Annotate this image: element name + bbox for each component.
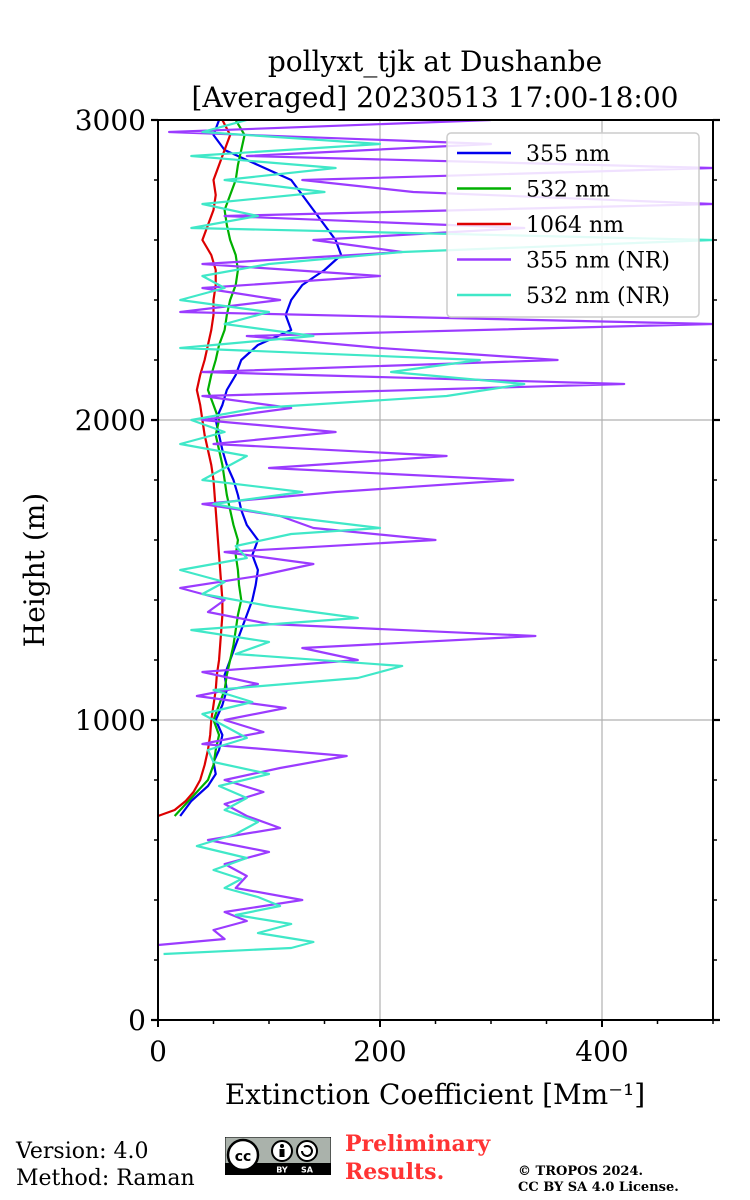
- y-tick-label: 1000: [75, 704, 146, 737]
- extinction-chart: pollyxt_tjk at Dushanbe [Averaged] 20230…: [18, 45, 720, 1111]
- legend: 355 nm 532 nm 1064 nm 355 nm (NR) 532 nm (NR…: [446, 132, 700, 318]
- cc-license-badge: cc BY SA: [225, 1137, 331, 1175]
- copyright-note: © TROPOS 2024. CC BY SA 4.0 License.: [518, 1164, 679, 1196]
- preliminary-line2: Results.: [345, 1159, 445, 1185]
- chart-title-line2: [Averaged] 20230513 17:00-18:00: [192, 81, 679, 114]
- y-axis-label: Height (m): [18, 493, 51, 647]
- sa-icon-arrow: [301, 1145, 313, 1157]
- series-line-355-nm-nr: [158, 120, 713, 947]
- y-tick-label: 0: [128, 1004, 146, 1037]
- cc-icon: [226, 1138, 260, 1172]
- y-tick-label: 3000: [75, 104, 146, 137]
- footer-meta: Version: 4.0 Method: Raman: [16, 1138, 195, 1192]
- series-line-532-nm-nr: [163, 120, 713, 956]
- sa-label: SA: [301, 1166, 314, 1175]
- cc-icon-label: cc: [235, 1149, 252, 1165]
- series-line-532-nm: [173, 120, 246, 817]
- x-axis-label: Extinction Coefficient [Mm⁻¹]: [225, 1078, 645, 1111]
- legend-label: 1064 nm: [526, 213, 624, 238]
- copyright-line2: CC BY SA 4.0 License.: [518, 1180, 679, 1195]
- preliminary-results-note: Preliminary Results.: [345, 1130, 490, 1186]
- series-line-355-nm: [179, 120, 343, 817]
- sa-icon: [296, 1140, 318, 1162]
- x-tick-label: 0: [149, 1035, 167, 1068]
- method-text: Method: Raman: [16, 1166, 195, 1191]
- axis-ticks: 0 200 400 0 1000 2000 3000: [75, 104, 720, 1068]
- copyright-line1: © TROPOS 2024.: [518, 1164, 644, 1179]
- by-label: BY: [276, 1166, 288, 1175]
- legend-label: 532 nm (NR): [526, 284, 670, 309]
- by-icon-body: [279, 1149, 285, 1157]
- series-lines: [158, 120, 713, 956]
- chart-title-line1: pollyxt_tjk at Dushanbe: [268, 45, 602, 78]
- legend-box: [446, 132, 700, 318]
- legend-label: 355 nm: [526, 142, 610, 167]
- x-tick-label: 200: [353, 1035, 406, 1068]
- legend-label: 532 nm: [526, 178, 610, 203]
- legend-label: 355 nm (NR): [526, 249, 670, 274]
- x-tick-label: 400: [575, 1035, 628, 1068]
- y-tick-label: 2000: [75, 404, 146, 437]
- version-text: Version: 4.0: [16, 1139, 149, 1164]
- preliminary-line1: Preliminary: [345, 1131, 491, 1157]
- by-icon-head: [280, 1144, 284, 1148]
